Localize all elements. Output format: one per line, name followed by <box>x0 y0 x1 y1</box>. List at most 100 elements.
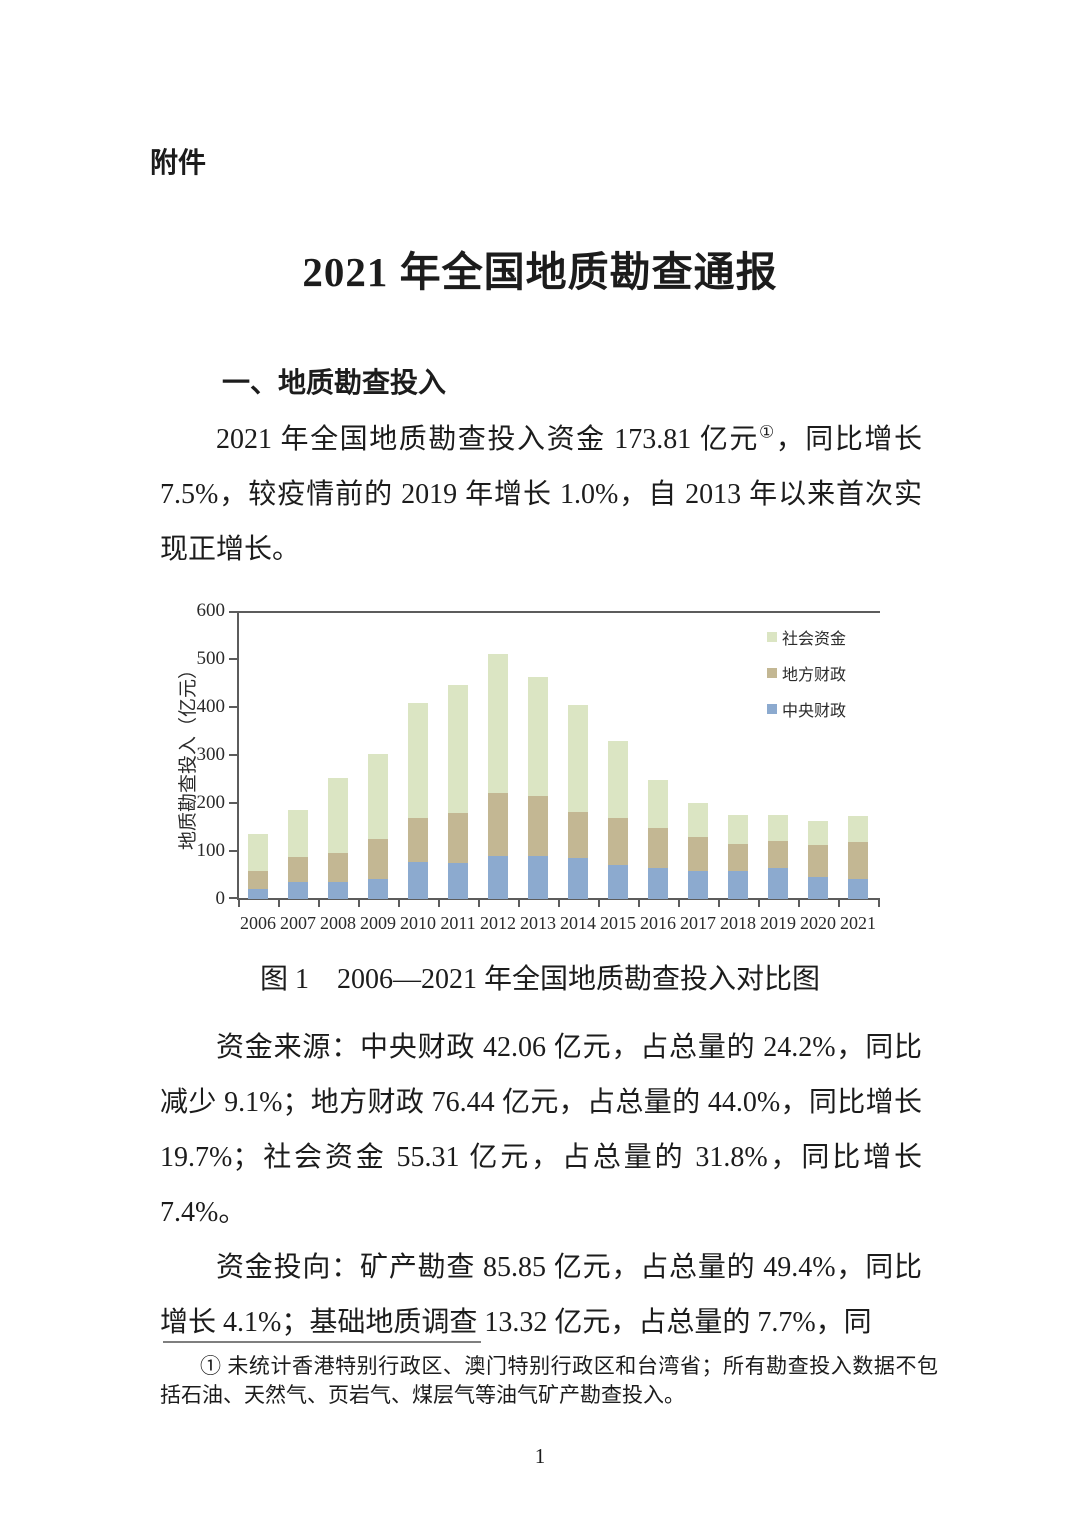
x-axis-tick-label: 2008 <box>320 913 356 933</box>
bar-segment-社会资金 <box>688 803 708 837</box>
bar-segment-中央财政 <box>768 868 788 899</box>
investment-comparison-chart: 地质勘查投入（亿元） 社会资金 地方财政 中央财政 0 100 200 300 400 500… <box>165 600 900 945</box>
attachment-label: 附件 <box>150 147 207 178</box>
x-axis-tick <box>798 900 800 907</box>
bar-segment-中央财政 <box>728 870 748 899</box>
paragraph-text: 2021 年全国地质勘查投入资金 173.81 亿元 <box>216 424 759 455</box>
x-axis-tick <box>598 900 600 907</box>
x-axis-tick-label: 2014 <box>560 913 596 933</box>
x-axis-tick <box>878 900 880 907</box>
y-axis-line <box>237 611 239 899</box>
bar-segment-社会资金 <box>248 834 268 872</box>
x-axis-line <box>237 898 880 900</box>
bar-segment-中央财政 <box>368 878 388 899</box>
bar-segment-中央财政 <box>448 863 468 899</box>
bar-segment-地方财政 <box>848 842 868 879</box>
bar-segment-中央财政 <box>288 882 308 899</box>
legend-item: 中央财政 <box>767 699 847 720</box>
bar-segment-地方财政 <box>408 818 428 862</box>
y-axis-tick <box>229 754 237 756</box>
bar-segment-地方财政 <box>248 871 268 890</box>
bar-segment-社会资金 <box>408 703 428 819</box>
y-axis-tick <box>229 802 237 804</box>
bar-segment-社会资金 <box>368 753 388 839</box>
section-heading: 一、地质勘查投入 <box>222 367 447 398</box>
legend-item: 地方财政 <box>767 663 847 684</box>
page-number: 1 <box>534 1444 546 1468</box>
x-axis-tick <box>838 900 840 907</box>
y-axis-tick-label: 600 <box>196 600 226 621</box>
x-axis-tick <box>638 900 640 907</box>
x-axis-tick <box>758 900 760 907</box>
footnote-text: 未统计香港特别行政区、澳门特别行政区和台湾省；所有勘查投入数据不包括石油、天然气… <box>160 1354 939 1407</box>
legend-label: 中央财政 <box>782 703 847 720</box>
x-axis-tick-label: 2019 <box>760 913 796 933</box>
legend-swatch-icon <box>767 704 777 714</box>
x-axis-tick-label: 2020 <box>800 913 836 933</box>
y-axis-tick-label: 400 <box>196 696 226 717</box>
bar-segment-社会资金 <box>648 779 668 829</box>
bar-segment-地方财政 <box>328 853 348 883</box>
bar-segment-社会资金 <box>488 654 508 794</box>
bar-segment-地方财政 <box>768 841 788 869</box>
x-axis-tick-label: 2013 <box>520 913 556 933</box>
x-axis-tick <box>558 900 560 907</box>
legend-item: 社会资金 <box>767 627 847 648</box>
bar-segment-地方财政 <box>488 793 508 856</box>
bar-segment-中央财政 <box>328 882 348 899</box>
x-axis-tick-label: 2011 <box>440 913 476 933</box>
bar-segment-社会资金 <box>728 814 748 845</box>
x-axis-tick <box>398 900 400 907</box>
page-title: 2021 年全国地质勘查通报 <box>302 249 778 295</box>
x-axis-tick-label: 2007 <box>280 913 316 933</box>
bar-segment-地方财政 <box>688 836 708 871</box>
bar-segment-社会资金 <box>288 810 308 858</box>
x-axis-tick <box>518 900 520 907</box>
y-axis-tick <box>229 850 237 852</box>
bar-segment-地方财政 <box>608 817 628 866</box>
y-axis-tick-label: 100 <box>196 840 226 861</box>
y-axis-tick <box>229 897 237 899</box>
bar-segment-中央财政 <box>488 855 508 899</box>
figure-caption: 图 1 2006—2021 年全国地质勘查投入对比图 <box>259 964 820 995</box>
bar-segment-中央财政 <box>248 889 268 899</box>
y-axis-tick <box>229 706 237 708</box>
legend-swatch-icon <box>767 668 777 678</box>
footnote-marker: ① <box>200 1354 222 1378</box>
x-axis-tick <box>318 900 320 907</box>
y-axis-tick-label: 0 <box>215 888 226 909</box>
y-axis-tick <box>229 658 237 660</box>
bar-segment-中央财政 <box>848 878 868 899</box>
x-axis-tick-label: 2016 <box>640 913 676 933</box>
x-axis-tick <box>478 900 480 907</box>
x-axis-tick-label: 2012 <box>480 913 516 933</box>
x-axis-tick-label: 2018 <box>720 913 756 933</box>
paragraph-investment-overview: 2021 年全国地质勘查投入资金 173.81 亿元①，同比增长 7.5%，较疫… <box>160 412 922 577</box>
legend-label: 社会资金 <box>782 631 847 648</box>
bar-segment-地方财政 <box>728 844 748 871</box>
legend-label: 地方财政 <box>782 667 847 684</box>
y-axis-tick-label: 200 <box>196 792 226 813</box>
bar-segment-地方财政 <box>808 845 828 877</box>
bar-segment-地方财政 <box>528 795 548 856</box>
y-axis-tick-label: 300 <box>196 744 226 765</box>
footnote-divider <box>163 1341 481 1343</box>
x-axis-tick-label: 2017 <box>680 913 716 933</box>
bar-segment-中央财政 <box>568 858 588 899</box>
bar-segment-社会资金 <box>568 705 588 812</box>
bar-segment-社会资金 <box>808 821 828 846</box>
bar-segment-中央财政 <box>688 870 708 899</box>
paragraph-funding-direction: 资金投向：矿产勘查 85.85 亿元，占总量的 49.4%，同比增长 4.1%；… <box>160 1252 922 1338</box>
bar-segment-社会资金 <box>848 815 868 843</box>
bar-segment-地方财政 <box>568 811 588 859</box>
x-axis-tick <box>678 900 680 907</box>
footnote: ① 未统计香港特别行政区、澳门特别行政区和台湾省；所有勘查投入数据不包括石油、天… <box>160 1352 938 1410</box>
y-axis-tick-label: 500 <box>196 648 226 669</box>
x-axis-tick <box>238 900 240 907</box>
y-axis-tick <box>229 611 237 613</box>
x-axis-tick-label: 2021 <box>840 913 876 933</box>
x-axis-tick-label: 2010 <box>400 913 436 933</box>
bar-segment-地方财政 <box>448 812 468 863</box>
bar-segment-社会资金 <box>448 684 468 813</box>
